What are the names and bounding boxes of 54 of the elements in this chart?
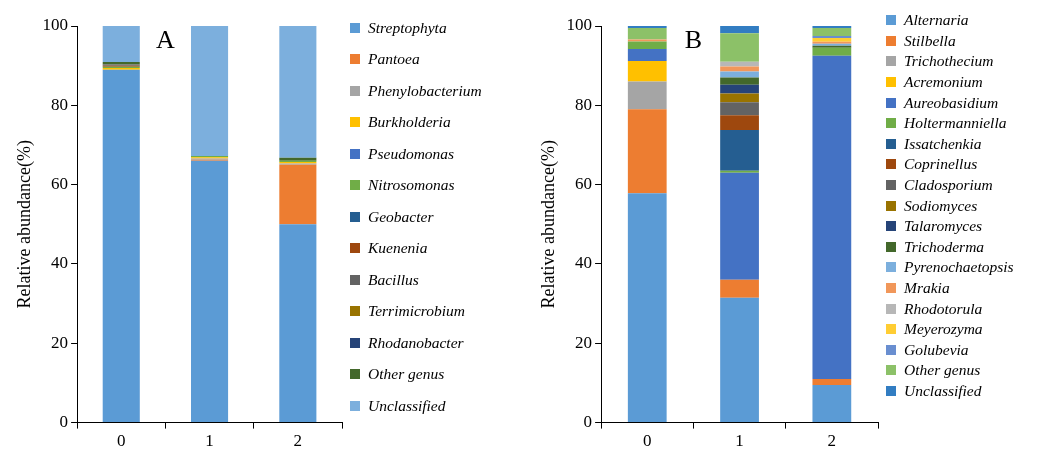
legend-label: Unclassified: [368, 396, 446, 415]
legend-label: Cladosporium: [904, 176, 993, 195]
legend-label: Acremonium: [904, 73, 983, 92]
legend-label: Rhodanobacter: [368, 333, 464, 352]
y-tick-label: 20: [51, 332, 69, 352]
legend-label: Other genus: [904, 361, 981, 380]
legend-label: Aureobasidium: [904, 93, 999, 112]
legend-label: Pyrenochaetopsis: [904, 258, 1014, 277]
legend-label: Issatchenkia: [904, 134, 982, 153]
y-axis-title: Relative abundance(%): [537, 140, 559, 309]
legend-label: Stilbella: [904, 31, 956, 50]
y-tick-label: 100: [566, 15, 593, 35]
x-tick-label: 2: [293, 431, 303, 451]
legend-label: Trichothecium: [904, 52, 994, 71]
legend-label: Sodiomyces: [904, 196, 978, 215]
y-axis-title: Relative abundance(%): [13, 140, 35, 309]
legend-label: Bacillus: [368, 270, 419, 289]
legend-label: Meyerozyma: [904, 320, 983, 339]
x-tick-label: 1: [735, 431, 744, 451]
y-tick-label: 80: [575, 94, 593, 114]
legend-label: Kuenenia: [368, 239, 428, 258]
legend-label: Holtermanniella: [904, 114, 1007, 133]
y-tick-label: 60: [51, 174, 69, 194]
legend-label: Streptophyta: [368, 18, 447, 37]
legend-label: Pseudomonas: [368, 144, 455, 163]
legend-label: Nitrosomonas: [368, 176, 455, 195]
legend-label: Pantoea: [368, 50, 420, 69]
y-tick-label: 0: [583, 412, 593, 432]
legend-label: Rhodotorula: [904, 299, 983, 318]
chart-title: A: [156, 24, 176, 54]
y-tick-label: 40: [51, 253, 69, 273]
legend-label: Trichoderma: [904, 237, 985, 256]
y-tick-label: 60: [575, 174, 593, 194]
legend-label: Other genus: [368, 365, 445, 384]
y-tick-label: 80: [51, 94, 69, 114]
legend-label: Coprinellus: [904, 155, 978, 174]
legend-label: Unclassified: [904, 381, 982, 400]
legend-label: Terrimicrobium: [368, 302, 466, 321]
x-tick-label: 1: [205, 431, 214, 451]
legend-label: Talaromyces: [904, 217, 983, 236]
legend-label: Phenylobacterium: [368, 81, 482, 100]
legend-label: Alternaria: [904, 11, 969, 30]
y-tick-label: 100: [42, 15, 69, 35]
x-tick-label: 2: [827, 431, 837, 451]
legend-label: Burkholderia: [368, 113, 451, 132]
chart-title: B: [684, 24, 703, 54]
legend-label: Golubevia: [904, 340, 969, 359]
y-tick-label: 0: [59, 412, 69, 432]
legend-label: Mrakia: [904, 279, 950, 298]
y-tick-label: 40: [575, 253, 593, 273]
y-tick-label: 20: [575, 332, 593, 352]
legend-label: Geobacter: [368, 207, 434, 226]
x-tick-label: 0: [643, 431, 652, 451]
x-tick-label: 0: [117, 431, 126, 451]
